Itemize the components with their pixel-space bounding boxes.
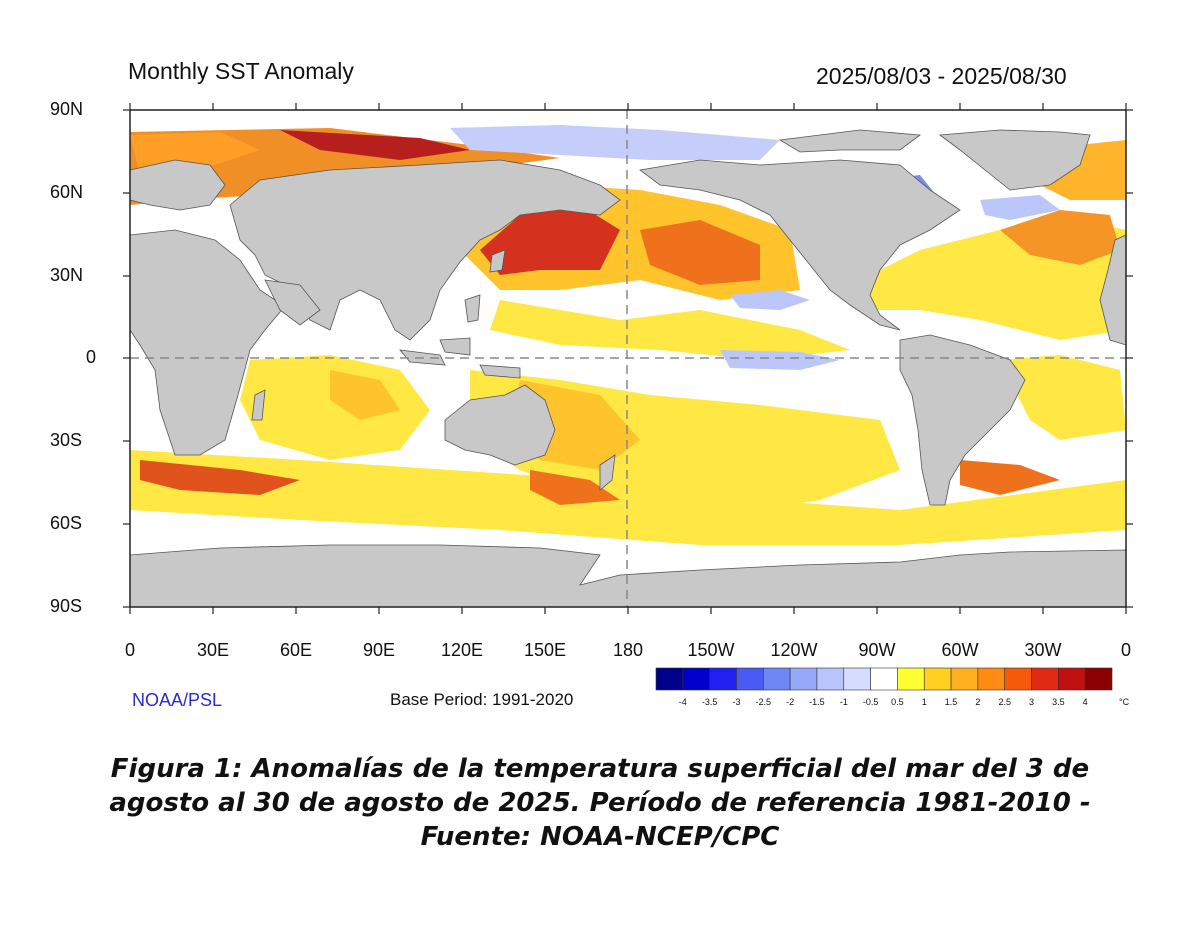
- sst-anomaly-map: [123, 103, 1133, 691]
- colorbar-swatch: [655, 667, 684, 691]
- antarctica: [130, 544, 1126, 607]
- lon-label-0: 0: [124, 640, 136, 660]
- colorbar-swatch: [1084, 667, 1113, 691]
- colorbar-tick-label: 3.5: [1052, 697, 1065, 707]
- lon-label-60w: 60W: [941, 640, 979, 660]
- new-zealand: [599, 454, 616, 491]
- colorbar-tick-label: -0.5: [862, 697, 879, 707]
- lat-label-30n: 30N: [50, 265, 84, 285]
- lat-label-90n: 90N: [50, 99, 84, 119]
- colorbar-tick-label: -1.5: [809, 697, 825, 707]
- australia: [444, 384, 556, 466]
- africa: [130, 229, 291, 456]
- colorbar-tick-label: -1: [839, 697, 848, 707]
- lon-label-90w: 90W: [858, 640, 896, 660]
- land-masses: [130, 129, 1126, 607]
- colorbar-swatch: [1004, 667, 1032, 691]
- lon-label-120w: 120W: [770, 640, 818, 660]
- figure-caption: Figura 1: Anomalías de la temperatura su…: [0, 752, 1200, 854]
- south-america: [899, 334, 1026, 506]
- colorbar-swatch: [923, 667, 952, 691]
- caption-line-1: Figura 1: Anomalías de la temperatura su…: [110, 754, 1090, 784]
- axis-ticks: [123, 103, 1133, 614]
- lon-label-30w: 30W: [1024, 640, 1062, 660]
- colorbar-tick-label: 1: [921, 697, 927, 707]
- colorbar-tick-label: -2: [786, 697, 795, 707]
- colorbar-swatch: [950, 667, 979, 691]
- borneo: [439, 337, 471, 356]
- colorbar-swatch: [1031, 667, 1059, 691]
- colorbar-swatch: [736, 667, 764, 691]
- colorbar-tick-label: -3.5: [701, 697, 718, 707]
- lat-label-30s: 30S: [50, 430, 83, 450]
- canadian-arctic: [778, 129, 922, 153]
- lon-label-60e: 60E: [279, 640, 313, 660]
- colorbar-swatch: [816, 667, 845, 691]
- colorbar-tick-label: -4: [678, 697, 687, 707]
- colorbar-swatch: [843, 667, 871, 691]
- colorbar-swatch: [682, 667, 710, 691]
- credit-noaa-psl: NOAA/PSL: [132, 690, 223, 710]
- lat-label-60s: 60S: [50, 513, 83, 533]
- lon-label-150w: 150W: [687, 640, 735, 660]
- new-guinea: [479, 364, 521, 379]
- map-field: [130, 110, 1126, 607]
- colorbar-tick-label: 3: [1029, 697, 1035, 707]
- date-range: 2025/08/03 - 2025/08/30: [816, 63, 1067, 89]
- map-title: Monthly SST Anomaly: [128, 58, 354, 84]
- base-period: Base Period: 1991-2020: [390, 690, 574, 709]
- lat-label-eq: 0: [86, 347, 97, 367]
- lon-label-120e: 120E: [440, 640, 484, 660]
- lon-label-30e: 30E: [196, 640, 230, 660]
- colorbar-swatch: [762, 667, 791, 691]
- caption-line-3: Fuente: NOAA-NCEP/CPC: [420, 822, 780, 852]
- lon-label-150e: 150E: [523, 640, 567, 660]
- colorbar-tick-label: 1.5: [944, 697, 958, 707]
- colorbar-swatch: [870, 667, 898, 691]
- colorbar-swatch: [977, 667, 1006, 691]
- colorbar-swatch: [897, 667, 925, 691]
- colorbar-tick-label: -3: [732, 697, 741, 707]
- greenland: [938, 129, 1091, 191]
- africa-east-edge: [1099, 234, 1126, 346]
- colorbar-tick-label: -2.5: [755, 697, 772, 707]
- colorbar-tick-label: 0.5: [891, 697, 904, 707]
- colorbar-unit: °C: [1119, 697, 1130, 707]
- philippines: [464, 294, 481, 323]
- colorbar-tick-label: 2: [975, 697, 981, 707]
- lon-label-90e: 90E: [362, 640, 396, 660]
- japan: [489, 249, 506, 273]
- arabia: [264, 279, 321, 326]
- north-america: [639, 159, 961, 331]
- colorbar-swatch: [1058, 667, 1086, 691]
- colorbar-tick-label: 4: [1082, 697, 1088, 707]
- colorbar-swatch: [789, 667, 818, 691]
- colorbar-swatch: [709, 667, 737, 691]
- madagascar: [251, 389, 266, 421]
- colorbar-tick-label: 2.5: [998, 697, 1011, 707]
- lon-label-180: 180: [612, 640, 644, 660]
- lon-label-0-east: 0: [1120, 640, 1132, 660]
- lat-label-90s: 90S: [50, 596, 83, 616]
- caption-line-2: agosto al 30 de agosto de 2025. Período …: [109, 788, 1091, 818]
- europe: [130, 159, 226, 211]
- lat-label-60n: 60N: [50, 182, 84, 202]
- colorbar: [655, 667, 1113, 691]
